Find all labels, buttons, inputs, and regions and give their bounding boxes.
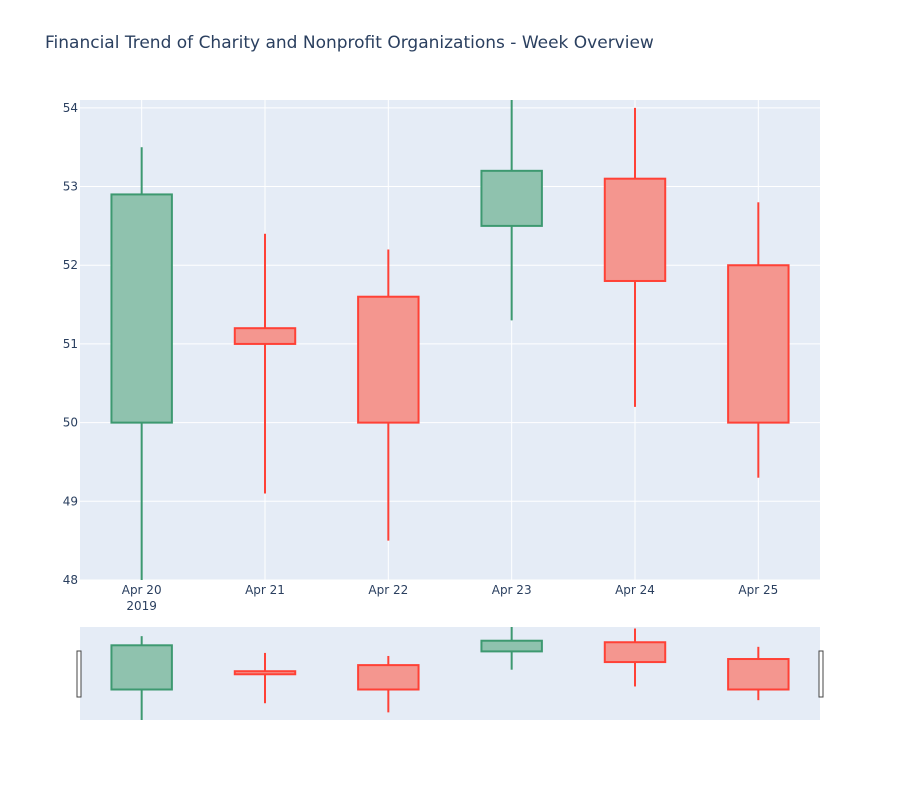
candle — [480, 100, 543, 321]
candle — [603, 107, 667, 407]
candle-body — [110, 193, 173, 424]
y-tick-label: 49 — [63, 494, 78, 508]
plot-area — [80, 100, 820, 580]
candle-body — [233, 670, 297, 676]
y-tick-label: 51 — [63, 337, 78, 351]
candle-body — [233, 327, 297, 345]
candle — [110, 147, 173, 580]
candle-body — [357, 295, 420, 424]
candle-body — [603, 177, 667, 282]
candle — [727, 202, 790, 478]
x-tick-label: Apr 24 — [615, 583, 655, 597]
y-tick-label: 48 — [63, 573, 78, 587]
candle-body — [603, 641, 667, 664]
range-slider-left-handle[interactable] — [76, 650, 82, 698]
range-slider-candles — [110, 627, 790, 720]
range-slider-right-handle[interactable] — [818, 650, 824, 698]
x-year-label: 2019 — [126, 599, 157, 613]
axis-ticks: 48 49 50 51 52 53 54 Apr 20 2019 Apr 21 Apr 22 Apr … — [63, 101, 779, 613]
x-tick-label: Apr 25 — [738, 583, 778, 597]
x-tick-label: Apr 23 — [492, 583, 532, 597]
candle-mini — [727, 646, 790, 701]
y-tick-label: 52 — [63, 258, 78, 272]
x-tick-label: Apr 21 — [245, 583, 285, 597]
candle-body — [480, 169, 543, 227]
y-tick-label: 50 — [63, 416, 78, 430]
candle — [233, 233, 297, 494]
candle-body — [110, 644, 173, 691]
candles — [110, 100, 790, 580]
y-tick-label: 53 — [63, 180, 78, 194]
candle-body — [357, 664, 420, 691]
x-tick-label: Apr 20 — [122, 583, 162, 597]
candle-mini — [603, 628, 667, 687]
chart-title: Financial Trend of Charity and Nonprofit… — [45, 33, 654, 53]
range-slider[interactable] — [80, 627, 820, 720]
candle-mini — [233, 652, 297, 704]
candle-body — [727, 658, 790, 691]
candle-body — [480, 639, 543, 653]
x-tick-label: Apr 22 — [368, 583, 408, 597]
range-slider-handles[interactable] — [76, 650, 824, 698]
candle-mini — [110, 636, 173, 720]
candle-mini — [357, 655, 420, 713]
y-tick-label: 54 — [63, 101, 78, 115]
candle-mini — [480, 627, 543, 670]
candle — [357, 249, 420, 541]
candle-body — [727, 264, 790, 424]
